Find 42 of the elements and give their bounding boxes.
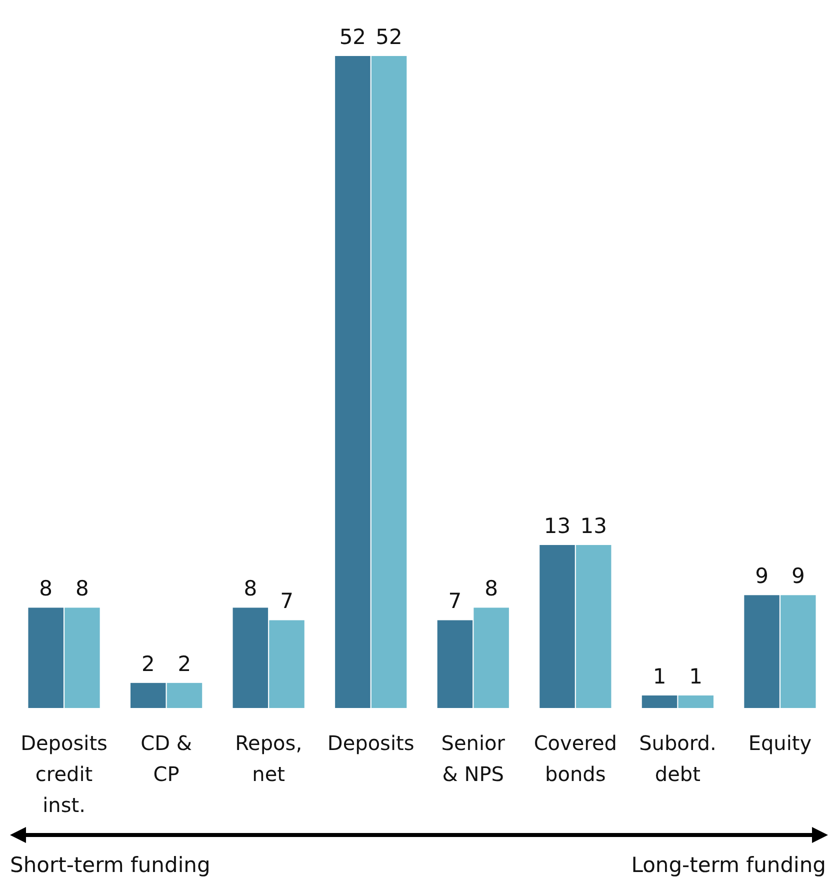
bar bbox=[28, 608, 64, 708]
x-tick-label: Deposits credit inst. bbox=[20, 731, 108, 817]
text: Long-term funding bbox=[631, 853, 826, 877]
x-tick-label: Deposits bbox=[327, 731, 414, 755]
bar bbox=[576, 545, 612, 708]
data-label: 13 bbox=[580, 514, 607, 538]
bar bbox=[642, 695, 678, 708]
x-tick-label: Repos, net bbox=[235, 731, 302, 786]
x-tick-label: Senior & NPS bbox=[441, 731, 506, 786]
data-label: 8 bbox=[76, 576, 89, 601]
data-label: 13 bbox=[544, 514, 571, 538]
data-label: 8 bbox=[484, 576, 498, 601]
data-label: 1 bbox=[689, 664, 703, 688]
x-tick-label: Subord. debt bbox=[639, 731, 716, 786]
x-tick-label: Covered bonds bbox=[534, 731, 617, 786]
bar bbox=[269, 620, 304, 708]
data-label: 8 bbox=[244, 576, 258, 601]
data-label: 9 bbox=[791, 564, 805, 588]
data-label: 9 bbox=[755, 564, 768, 588]
bar bbox=[335, 56, 370, 708]
bar bbox=[166, 682, 202, 708]
bar bbox=[474, 608, 509, 708]
bar bbox=[744, 595, 780, 708]
bar bbox=[540, 545, 575, 708]
data-label: 7 bbox=[448, 589, 462, 614]
data-label: 1 bbox=[652, 664, 666, 688]
data-label: 2 bbox=[178, 652, 192, 676]
x-tick-label: CD & CP bbox=[140, 731, 192, 786]
bar bbox=[371, 56, 407, 708]
bar bbox=[130, 682, 166, 708]
bar bbox=[780, 595, 816, 708]
bar bbox=[64, 608, 100, 708]
bar bbox=[678, 695, 714, 708]
bar bbox=[232, 608, 268, 708]
data-label: 2 bbox=[141, 652, 155, 676]
data-label: 7 bbox=[280, 589, 294, 614]
x-tick-label: Equity bbox=[748, 731, 812, 755]
data-label: 8 bbox=[39, 576, 53, 601]
bar bbox=[437, 620, 473, 708]
text: Short-term funding bbox=[10, 853, 210, 877]
data-label: 52 bbox=[376, 25, 402, 49]
data-label: 52 bbox=[339, 25, 366, 49]
